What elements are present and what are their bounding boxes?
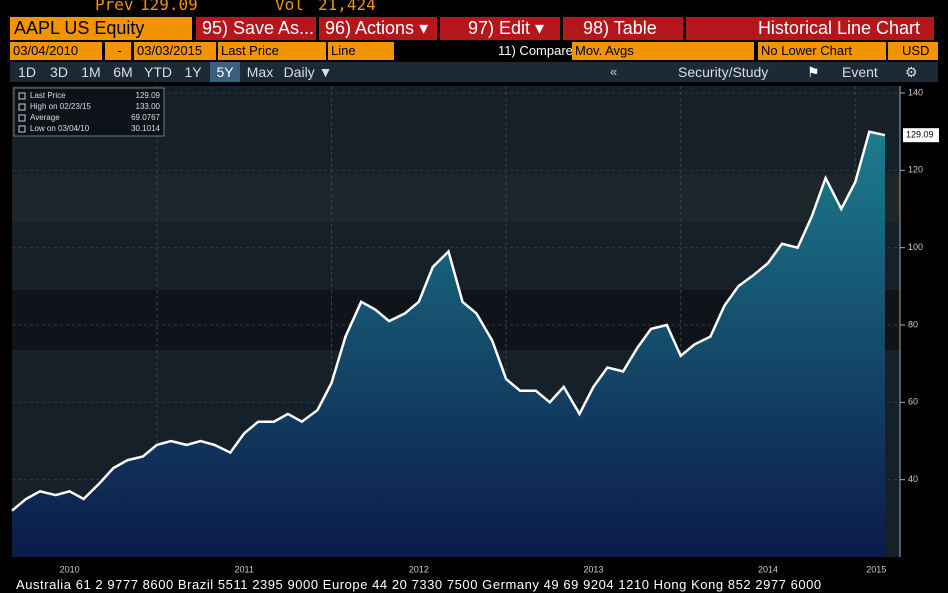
table-button[interactable]: 98) Table <box>563 17 683 40</box>
security-study[interactable]: Security/Study <box>678 64 769 80</box>
start-date[interactable]: 03/04/2010 <box>10 42 102 60</box>
period-button[interactable]: 5Y <box>210 62 240 82</box>
period-button[interactable]: YTD <box>144 64 172 80</box>
x-tick-label: 2011 <box>235 564 254 574</box>
period-button[interactable]: 6M <box>113 64 133 80</box>
field-select[interactable]: Last Price <box>218 42 326 60</box>
actions-label: 96) Actions <box>325 18 415 38</box>
event[interactable]: Event <box>842 64 878 80</box>
legend-value: 133.00 <box>136 102 161 111</box>
x-tick-label: 2010 <box>60 564 80 574</box>
legend-icon <box>18 114 26 122</box>
y-tick-label: 100 <box>908 242 923 252</box>
x-tick-label: 2014 <box>758 564 778 574</box>
y-tick-label: 80 <box>908 319 918 329</box>
lower-chart[interactable]: No Lower Chart <box>758 42 886 60</box>
period-button[interactable]: 3D <box>50 64 68 80</box>
settings[interactable]: ⚙ <box>905 64 918 80</box>
period-button[interactable]: 1D <box>18 64 36 80</box>
quote-bar: Prev 129.09 Vol 21,424 <box>0 0 948 15</box>
legend-icon <box>18 92 26 100</box>
y-tick-label: 120 <box>908 165 923 175</box>
period-button[interactable]: Daily ▼ <box>283 64 333 80</box>
area <box>12 131 885 557</box>
legend-value: 129.09 <box>136 91 161 100</box>
vol-value: 21,424 <box>318 0 376 14</box>
y-tick-label: 60 <box>908 397 918 407</box>
date-dash: - <box>105 42 131 60</box>
collapse[interactable]: « <box>610 64 618 79</box>
style-select[interactable]: Line <box>328 42 394 60</box>
period-button[interactable]: Max <box>246 64 274 80</box>
compare[interactable]: 11) Compare <box>498 43 573 58</box>
band <box>12 174 900 222</box>
legend-icon <box>18 125 26 133</box>
x-tick-label: 2013 <box>583 564 603 574</box>
chart: Last Price 129.09 High on 02/23/15 133.00 Av… <box>11 86 939 574</box>
legend-box <box>13 87 165 137</box>
edit-button[interactable]: 97) Edit ▾ <box>440 17 560 40</box>
x-tick-label: 2012 <box>409 564 429 574</box>
end-date[interactable]: 03/03/2015 <box>134 42 216 60</box>
prev-value: 129.09 <box>140 0 198 14</box>
legend-label: High on 02/23/15 <box>30 102 91 111</box>
security[interactable]: AAPL US Equity <box>10 17 192 40</box>
save-as-button[interactable]: 95) Save As... <box>196 17 316 40</box>
last-price-tag <box>903 128 939 143</box>
legend-value: 69.0767 <box>131 113 160 122</box>
view-title: Historical Line Chart <box>686 17 934 40</box>
footer: Australia 61 2 9777 8600 Brazil 5511 239… <box>16 577 822 592</box>
x-tick-label: 2015 <box>866 564 886 574</box>
edit-label: 97) Edit <box>468 18 531 38</box>
vol-label: Vol <box>275 0 304 14</box>
legend: Last Price 129.09 High on 02/23/15 133.00 Av… <box>13 87 165 137</box>
y-tick-label: 40 <box>908 474 918 484</box>
last-price-label: 129.09 <box>906 130 934 140</box>
event-flag: ⚑ <box>807 64 820 80</box>
y-tick-label: 140 <box>908 87 923 97</box>
period-bar: « Security/Study ⚑ Event ⚙ 1D 3D 1M 6M YTD 1Y… <box>10 62 938 82</box>
actions-button[interactable]: 96) Actions ▾ <box>319 17 437 40</box>
prev-label: Prev <box>95 0 134 14</box>
period-button[interactable]: 1M <box>81 64 101 80</box>
price-line <box>11 130 886 512</box>
legend-label: Low on 03/04/10 <box>30 124 90 133</box>
legend-icon <box>18 103 26 111</box>
legend-label: Average <box>30 113 60 122</box>
currency[interactable]: USD <box>888 42 938 60</box>
mov-avgs[interactable]: Mov. Avgs <box>572 42 754 60</box>
period-button[interactable]: 1Y <box>184 64 202 80</box>
legend-value: 30.1014 <box>131 124 160 133</box>
legend-label: Last Price <box>30 91 66 100</box>
